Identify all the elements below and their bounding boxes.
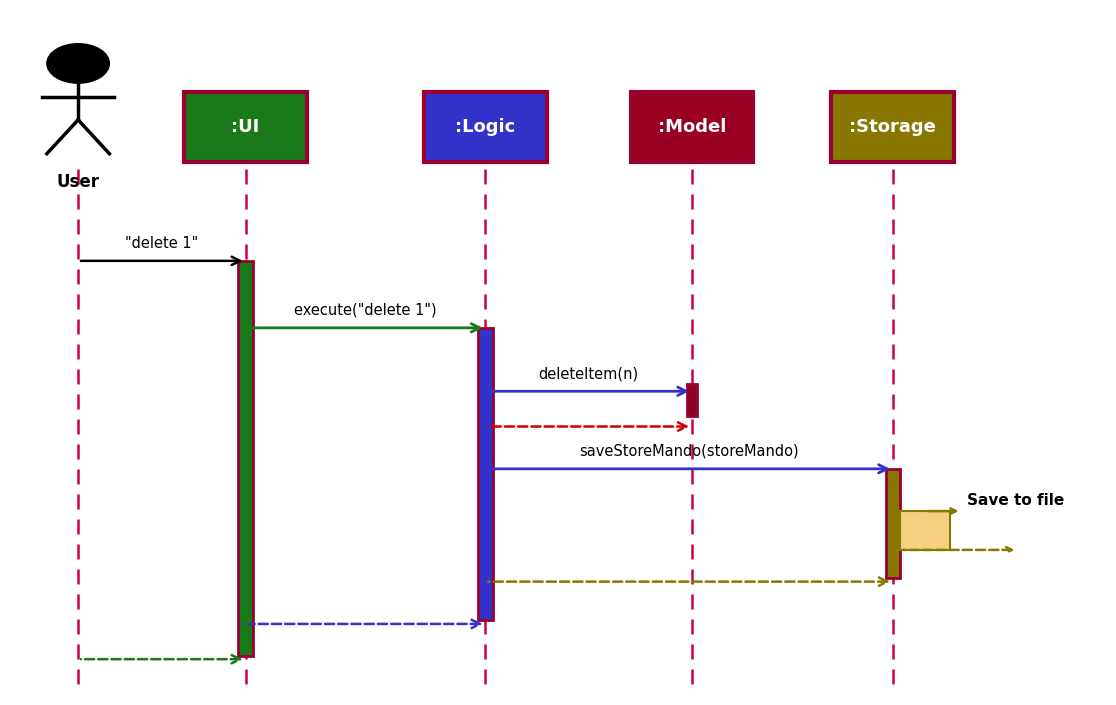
Text: User: User bbox=[57, 173, 99, 191]
Text: execute("delete 1"): execute("delete 1") bbox=[295, 303, 436, 318]
Text: :UI: :UI bbox=[231, 118, 260, 136]
Text: deleteItem(n): deleteItem(n) bbox=[539, 367, 638, 381]
Bar bbox=[687, 384, 696, 416]
Bar bbox=[478, 328, 493, 620]
Text: :Storage: :Storage bbox=[849, 118, 936, 136]
Bar bbox=[631, 92, 753, 162]
Bar bbox=[899, 511, 951, 550]
Text: Save to file: Save to file bbox=[966, 493, 1065, 508]
Bar bbox=[424, 92, 547, 162]
Text: :Logic: :Logic bbox=[455, 118, 516, 136]
Bar bbox=[886, 469, 901, 578]
Text: saveStoreMando(storeMando): saveStoreMando(storeMando) bbox=[579, 444, 799, 459]
Text: :Model: :Model bbox=[657, 118, 727, 136]
Text: "delete 1": "delete 1" bbox=[125, 236, 199, 251]
Bar bbox=[831, 92, 954, 162]
Circle shape bbox=[47, 44, 109, 83]
Bar bbox=[184, 92, 307, 162]
Bar bbox=[239, 261, 252, 656]
